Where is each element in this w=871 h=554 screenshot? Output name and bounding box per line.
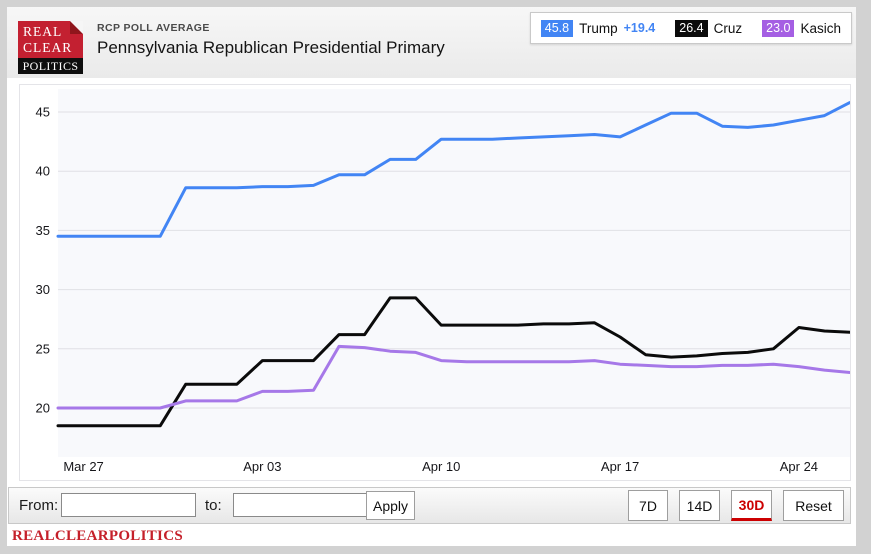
x-axis-label: Apr 03 [243,459,281,474]
rcp-logo-red-block: REAL CLEAR [18,21,83,58]
range-30d-button[interactable]: 30D [731,490,772,521]
plot-area [58,89,850,457]
trump-value-badge: 45.8 [540,19,574,37]
y-axis-label: 35 [36,223,50,238]
poll-chart: 45 40 35 30 25 20 Mar 27 Apr 03 Apr 10 Apr 17 Apr … [19,84,852,481]
rcp-logo: REAL CLEAR POLITICS [18,21,83,74]
chart-canvas: 45 40 35 30 25 20 Mar 27 Apr 03 Apr 10 Apr 17 Apr … [36,89,852,474]
header: REAL CLEAR POLITICS RCP POLL AVERAGE Pen… [7,7,856,78]
folded-corner-cut [70,21,83,34]
logo-line-politics: POLITICS [18,58,83,74]
range-7d-button[interactable]: 7D [628,490,668,521]
rcp-logo-text: REAL CLEAR [23,24,72,55]
y-axis-label: 40 [36,164,50,179]
legend-item-trump: 45.8 Trump +19.4 [540,19,656,37]
footer-wordmark: REALCLEARPOLITICS [12,528,183,544]
logo-line-clear: CLEAR [23,39,73,55]
kasich-label: Kasich [800,20,841,36]
y-axis-label: 20 [36,401,50,416]
y-axis-label: 25 [36,341,50,356]
y-axis-label: 30 [36,282,50,297]
to-label: to: [205,497,222,514]
y-axis-label: 45 [36,105,50,120]
from-date-input[interactable] [61,493,196,517]
x-axis-label: Apr 10 [422,459,460,474]
cruz-line [56,296,852,428]
kicker-label: RCP POLL AVERAGE [97,22,210,34]
page-title: Pennsylvania Republican Presidential Pri… [97,38,445,57]
range-button-group: 7D 14D 30D Reset [628,490,844,521]
apply-button[interactable]: Apply [366,491,415,520]
legend-item-kasich: 23.0 Kasich [762,19,841,37]
to-date-input[interactable] [233,493,368,517]
kasich-line [56,344,852,410]
trump-line [56,101,852,238]
x-axis-label: Mar 27 [63,459,103,474]
legend-item-cruz: 26.4 Cruz [675,19,743,37]
x-axis-label: Apr 24 [780,459,818,474]
trump-spread: +19.4 [623,21,656,35]
cruz-label: Cruz [713,20,743,36]
cruz-value-badge: 26.4 [675,19,708,37]
poll-legend: 45.8 Trump +19.4 26.4 Cruz 23.0 Kasich [529,12,852,44]
from-label: From: [19,497,59,514]
date-range-controls: From: to: Apply 7D 14D 30D Reset [8,487,851,524]
logo-line-real: REAL [23,24,63,39]
content-card: REAL CLEAR POLITICS RCP POLL AVERAGE Pen… [7,7,856,546]
kasich-value-badge: 23.0 [762,19,795,37]
x-axis-label: Apr 17 [601,459,639,474]
trump-label: Trump [579,20,618,36]
reset-button[interactable]: Reset [783,490,844,521]
range-14d-button[interactable]: 14D [679,490,720,521]
